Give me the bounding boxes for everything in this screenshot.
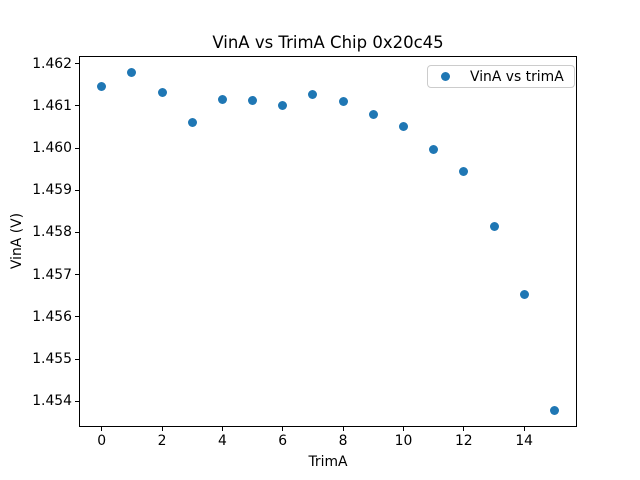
x-tick-mark [221, 427, 223, 431]
x-tick-mark [463, 427, 465, 431]
y-tick-label: 1.456 [32, 308, 72, 325]
y-tick-mark [75, 231, 79, 233]
y-tick-mark [75, 105, 79, 107]
x-tick-mark [402, 427, 404, 431]
scatter-point [127, 68, 137, 78]
scatter-point [97, 82, 107, 92]
y-tick-label: 1.457 [32, 266, 72, 283]
y-tick-mark [75, 358, 79, 360]
scatter-point [278, 100, 288, 110]
legend-circle-icon [441, 72, 450, 81]
scatter-point [459, 166, 469, 176]
x-tick-label: 2 [157, 433, 167, 449]
y-tick-mark [75, 316, 79, 318]
scatter-point [248, 96, 258, 106]
x-tick-label: 14 [515, 433, 534, 449]
x-tick-label: 6 [278, 433, 288, 449]
x-tick-mark [342, 427, 344, 431]
x-tick-mark [161, 427, 163, 431]
y-tick-label: 1.455 [32, 351, 72, 368]
x-tick-label: 12 [454, 433, 473, 449]
y-tick-label: 1.460 [32, 140, 72, 156]
plot-area [79, 56, 577, 427]
scatter-point [398, 122, 408, 132]
legend-label: VinA vs trimA [470, 68, 564, 85]
scatter-point [308, 90, 318, 100]
y-axis-label: VinA (V) [9, 212, 25, 270]
scatter-point [157, 87, 167, 97]
y-tick-mark [75, 147, 79, 149]
y-tick-mark [75, 189, 79, 191]
x-tick-mark [101, 427, 103, 431]
y-tick-label: 1.462 [32, 55, 72, 72]
scatter-point [338, 96, 348, 106]
y-tick-mark [75, 63, 79, 65]
scatter-point [549, 405, 559, 415]
x-tick-label: 4 [217, 433, 227, 449]
scatter-point [429, 145, 439, 155]
y-tick-label: 1.454 [32, 393, 72, 410]
y-tick-label: 1.459 [32, 182, 72, 199]
y-tick-label: 1.458 [32, 224, 72, 241]
scatter-point [489, 221, 499, 231]
y-tick-mark [75, 274, 79, 276]
scatter-point [519, 290, 529, 300]
legend: VinA vs trimA [427, 65, 575, 88]
chart-title: VinA vs TrimA Chip 0x20c45 [212, 33, 444, 52]
scatter-point [217, 94, 227, 104]
y-tick-mark [75, 400, 79, 402]
x-axis-label: TrimA [308, 454, 348, 470]
y-tick-label: 1.461 [32, 97, 72, 114]
x-tick-label: 8 [338, 433, 348, 449]
scatter-point [187, 117, 197, 127]
x-tick-mark [523, 427, 525, 431]
x-tick-label: 0 [97, 433, 107, 449]
scatter-point [368, 109, 378, 119]
x-tick-label: 10 [394, 433, 413, 449]
x-tick-mark [282, 427, 284, 431]
